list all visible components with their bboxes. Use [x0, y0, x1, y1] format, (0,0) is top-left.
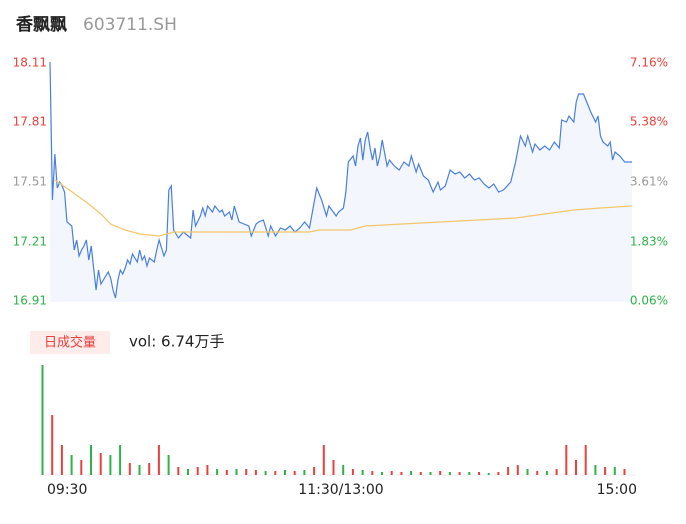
price-line [49, 61, 632, 299]
volume-bar [138, 465, 141, 475]
volume-bar [584, 445, 587, 475]
volume-bar [264, 471, 267, 475]
volume-bar [196, 467, 199, 475]
volume-bar [99, 453, 102, 475]
volume-bar [206, 465, 209, 475]
y2-tick-label: 1.83% [630, 235, 668, 249]
y2-tick-label: 3.61% [630, 175, 668, 189]
volume-bar [429, 472, 432, 475]
volume-legend-bg [30, 331, 110, 354]
y-tick-label: 18.11 [13, 56, 47, 70]
volume-bar [187, 469, 189, 475]
volume-bar [458, 472, 461, 475]
volume-bar [439, 471, 442, 475]
volume-bar [80, 460, 83, 475]
volume-bar [293, 471, 296, 475]
volume-bar [254, 470, 257, 475]
volume-bar [167, 455, 170, 475]
volume-bar [400, 472, 403, 475]
volume-bar [526, 469, 529, 475]
volume-bar [468, 472, 471, 475]
y2-tick-label: 5.38% [630, 115, 668, 129]
volume-bar [419, 472, 422, 475]
volume-bar [604, 467, 607, 475]
volume-bar [575, 460, 577, 475]
price-area [50, 62, 632, 302]
volume-bar [623, 469, 626, 475]
volume-bar [381, 472, 383, 475]
volume-bar [303, 470, 306, 475]
stock-name: 香飘飘 [16, 15, 67, 35]
volume-legend: 日成交量 [44, 335, 96, 351]
volume-bar [51, 415, 54, 475]
volume-bar [351, 469, 354, 475]
stock-code: 603711.SH [83, 15, 177, 35]
volume-bar [235, 469, 238, 475]
volume-bar [313, 467, 316, 475]
volume-bar [497, 472, 500, 475]
x-tick-label: 11:30/13:00 [298, 482, 383, 498]
y2-tick-label: 7.16% [630, 56, 668, 70]
volume-bar [128, 463, 131, 475]
volume-bar [507, 467, 510, 475]
volume-bar [516, 465, 519, 475]
volume-bar [342, 465, 345, 475]
volume-bar [41, 365, 44, 475]
volume-bar [177, 467, 180, 475]
y2-tick-label: 0.06% [630, 294, 668, 308]
volume-bar [70, 455, 73, 475]
volume-bar [448, 472, 451, 475]
volume-bar [216, 469, 219, 475]
x-tick-label: 09:30 [47, 482, 87, 498]
volume-bar [487, 473, 490, 475]
volume-bar [148, 463, 151, 475]
x-tick-label: 15:00 [597, 482, 637, 498]
volume-bar [60, 445, 63, 475]
volume-bar [284, 470, 286, 475]
y-tick-label: 17.81 [13, 115, 47, 129]
volume-bar [555, 469, 558, 475]
average-line [54, 179, 633, 237]
volume-label: vol: 6.74万手 [129, 333, 224, 351]
volume-bar [90, 445, 92, 475]
volume-bar [565, 445, 568, 475]
volume-bar [536, 471, 539, 475]
volume-bar [410, 471, 413, 475]
y-tick-label: 17.21 [13, 235, 47, 249]
volume-bar [594, 465, 597, 475]
volume-bar [109, 455, 112, 475]
y-tick-label: 16.91 [13, 294, 47, 308]
y-tick-label: 17.51 [13, 175, 47, 189]
volume-bar [157, 445, 160, 475]
volume-bar [119, 445, 122, 475]
volume-bar [274, 471, 277, 475]
volume-bar [245, 469, 248, 475]
volume-bar [322, 445, 325, 475]
volume-bar [478, 472, 480, 475]
volume-bar [390, 471, 393, 475]
volume-bar [332, 460, 335, 475]
volume-bar [361, 470, 364, 475]
volume-bar [225, 470, 228, 475]
volume-bar [545, 471, 548, 475]
volume-bar [613, 467, 616, 475]
volume-bar [371, 471, 374, 475]
